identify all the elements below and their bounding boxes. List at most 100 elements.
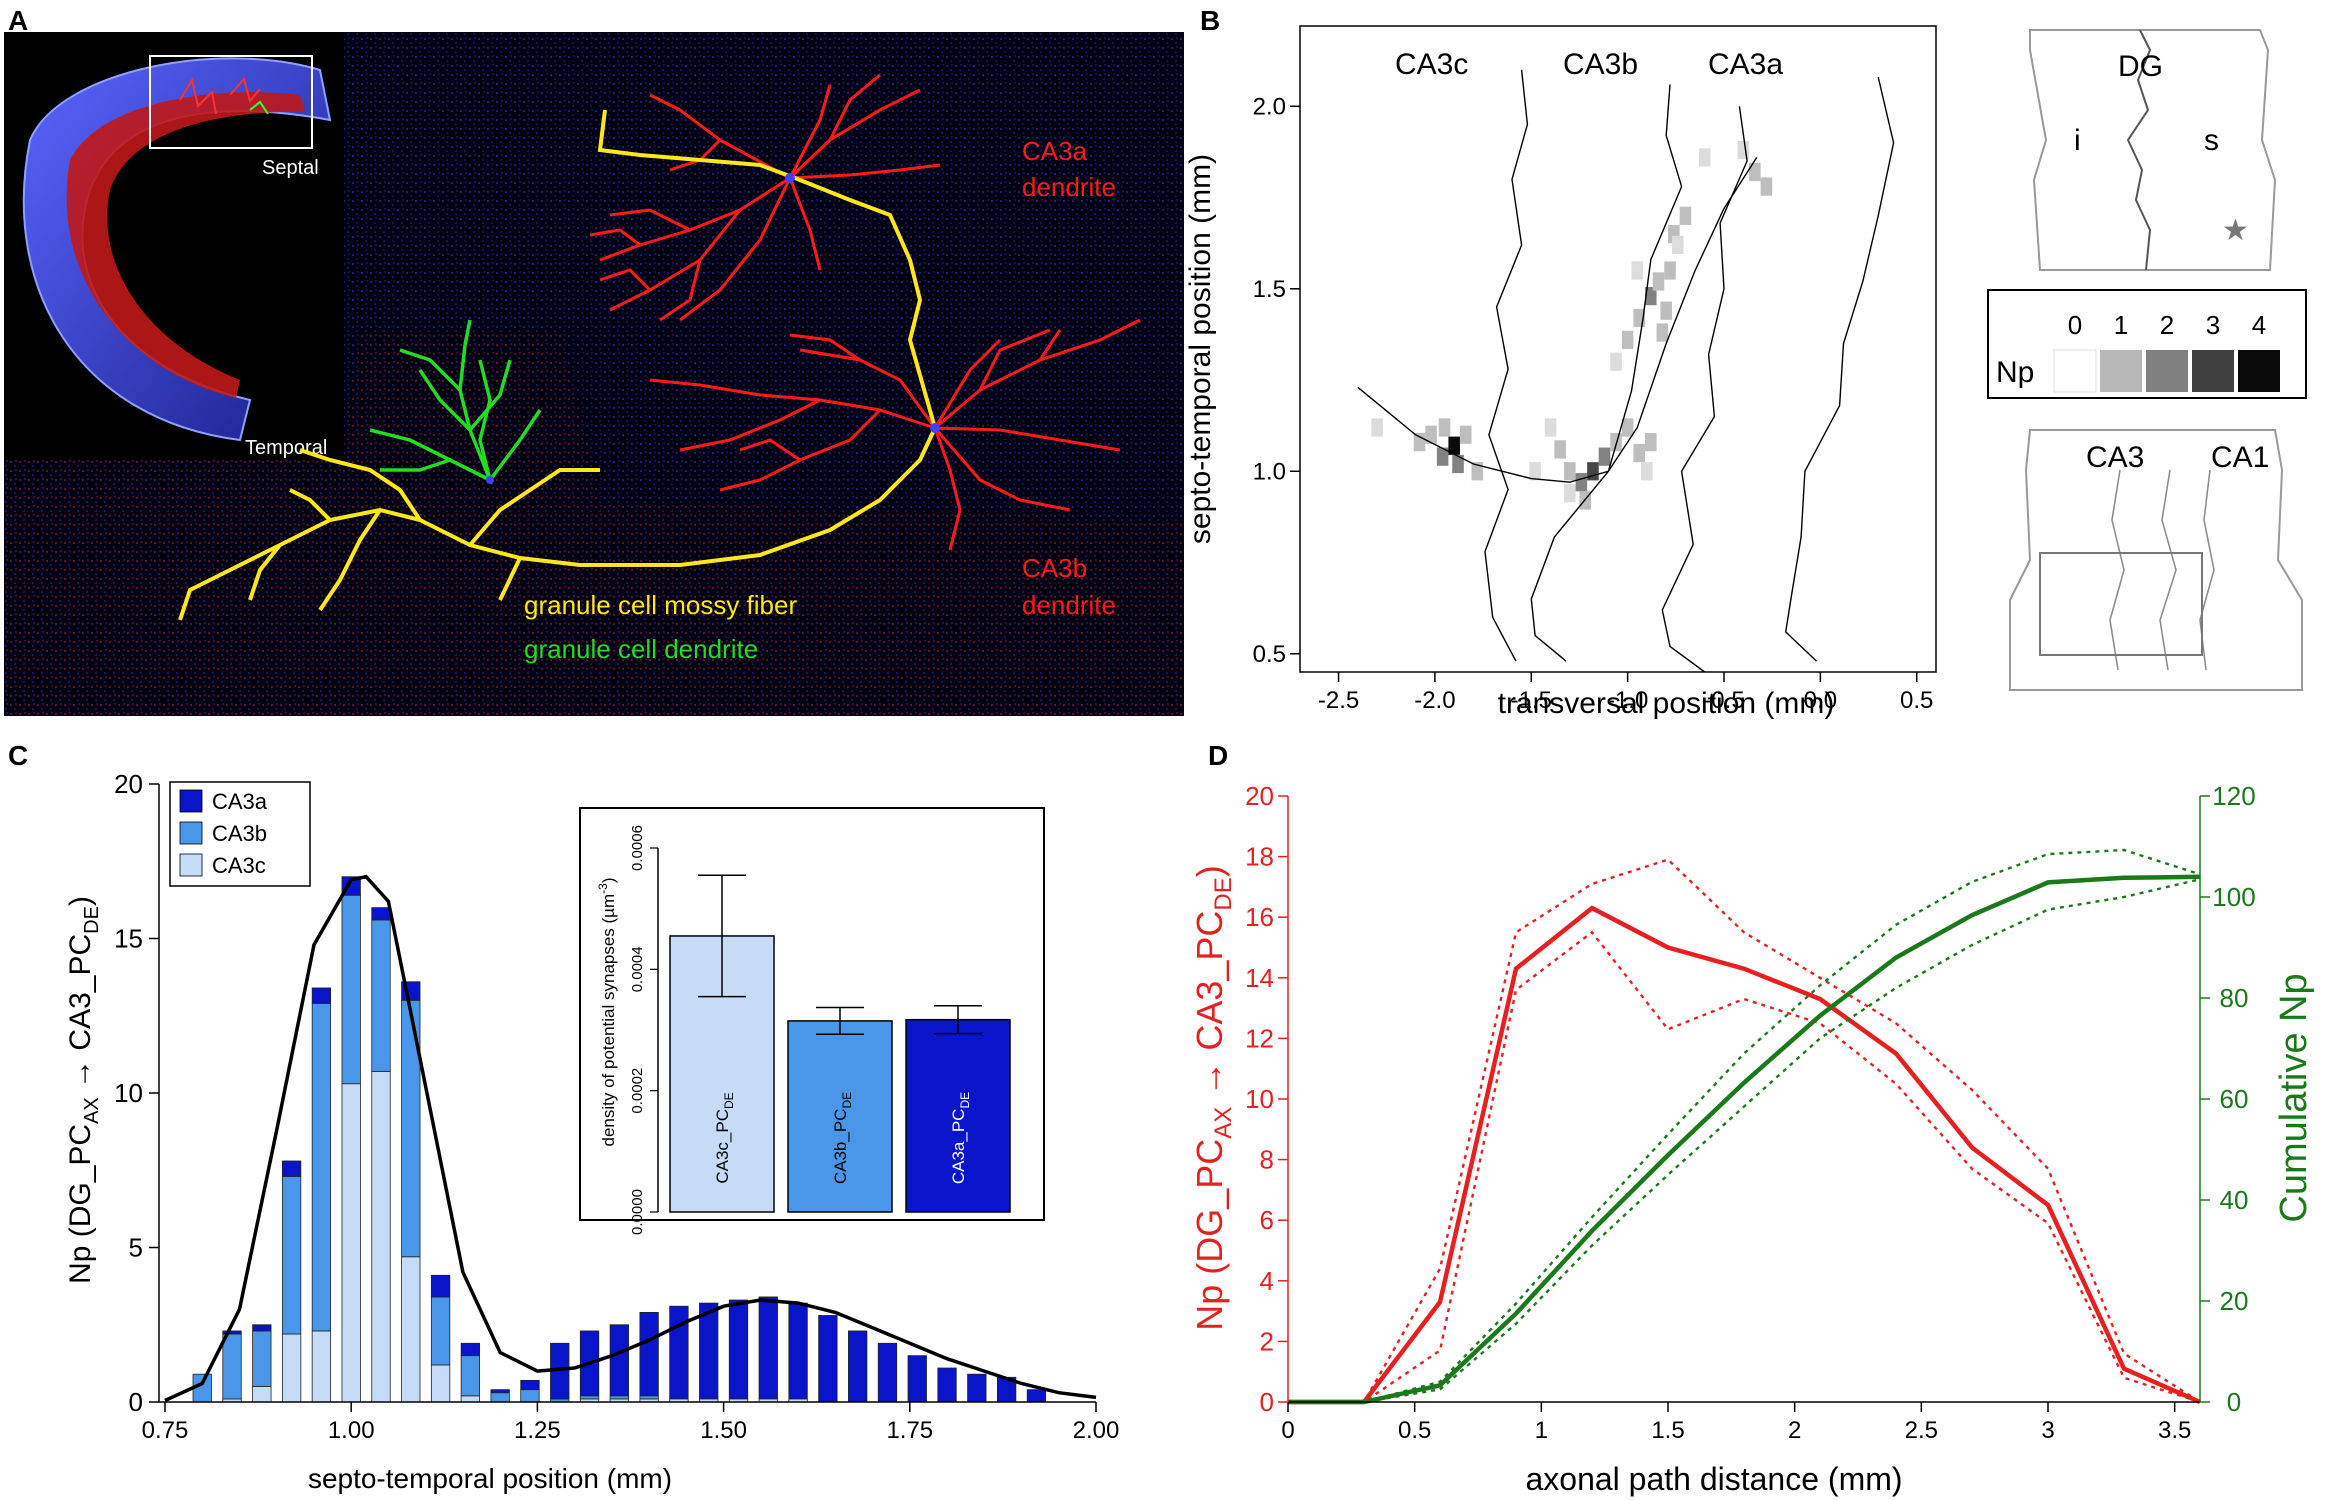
heatmap-axes: -2.5 -2.0 -1.5 -1.0 -0.5 0.0 0.5 0.5 1.0 1.5 2.0	[1253, 93, 1934, 714]
ca3a-dendrite	[589, 73, 941, 322]
inset-y-tick-2: 0.0004	[629, 946, 646, 992]
heatmap-cell-1	[1425, 425, 1437, 444]
heatmap-cell-32	[1679, 206, 1692, 225]
histogram-legend: CA3a CA3b CA3c	[169, 781, 311, 887]
line-left-tick-5: 10	[1245, 1084, 1274, 1114]
histogram-x-tick-5: 2.00	[1073, 1417, 1120, 1444]
bar-ca3a-2	[252, 1324, 272, 1332]
ca3b-dendrite-label-2: dendrite	[1022, 590, 1116, 620]
line-left-tick-6: 12	[1245, 1023, 1274, 1053]
heatmap-cell-29	[1664, 261, 1676, 280]
region-label-ca3b: CA3b	[1563, 48, 1638, 81]
heatmap-cell-20	[1644, 432, 1657, 452]
bar-ca3c-3	[281, 1333, 302, 1403]
bar-ca3a-15	[639, 1311, 659, 1397]
histogram-x-tick-3: 1.50	[700, 1417, 747, 1444]
ca1-label: CA1	[2211, 441, 2269, 474]
region-label-ca3a: CA3a	[1708, 48, 1783, 81]
bar-ca3a-9	[460, 1342, 481, 1357]
line-left-tick-0: 0	[1260, 1387, 1274, 1417]
septal-label: Septal	[262, 157, 319, 179]
heatmap-cell-14	[1598, 447, 1611, 466]
panel-letter-a: A	[8, 5, 28, 36]
inset-y-label: density of potential synapses (µm-3)	[596, 878, 618, 1147]
inset-bar-label-0: CA3c_PCDE	[713, 1092, 736, 1183]
heatmap-cell-30	[1656, 323, 1669, 342]
heatmap-cell-18	[1564, 484, 1576, 503]
colorbar-tick-0: 0	[2068, 310, 2082, 340]
region-boundary-3	[1784, 76, 1895, 662]
bar-ca3b-3	[281, 1176, 302, 1335]
colorbar-swatch-1	[2100, 350, 2142, 392]
bar-ca3b-5	[341, 894, 361, 1085]
legend-label-ca3c: CA3c	[212, 853, 266, 878]
line-x-label: axonal path distance (mm)	[1525, 1461, 1902, 1497]
series-5	[1288, 878, 2201, 1404]
colorbar-swatch-3	[2192, 350, 2234, 392]
inset-y-tick-0: 0.0000	[629, 1189, 646, 1235]
heatmap-plot-area	[1299, 25, 1937, 673]
legend-swatch-ca3c	[179, 853, 203, 877]
bar-ca3b-9	[460, 1355, 481, 1397]
histogram-y-tick-1: 5	[129, 1233, 143, 1263]
heatmap-cell-13	[1587, 462, 1599, 481]
heatmap-cell-9	[1544, 418, 1557, 437]
heatmap-y-label: septo-temporal position (mm)	[1184, 154, 1217, 544]
heatmap-x-tick-2: -1.5	[1511, 687, 1552, 714]
line-right-tick-0: 0	[2227, 1387, 2241, 1417]
bar-ca3a-6	[371, 907, 391, 921]
heatmap-cell-35	[1749, 162, 1761, 182]
colorbar-tick-3: 3	[2206, 310, 2220, 340]
gc-dendrite-label: granule cell dendrite	[524, 634, 758, 664]
colorbar-tick-2: 2	[2160, 310, 2174, 340]
heatmap-cell-26	[1644, 286, 1657, 306]
line-left-tick-9: 18	[1245, 842, 1274, 872]
colorbar-tick-4: 4	[2252, 310, 2266, 340]
heatmap-y-tick-0: 0.5	[1253, 641, 1286, 668]
line-right-tick-2: 40	[2220, 1185, 2249, 1215]
panel-c: C 0.75 1.00 1.25 1.50 1.75 2.00 0 5 10 15 20 septo…	[8, 740, 1119, 1494]
region-label-ca3c: CA3c	[1395, 48, 1468, 81]
bar-ca3b-2	[252, 1330, 272, 1387]
panel-d: D 0 0.5 1 1.5 2 2.5 3 3.5 0 2 4 6 8 10 12 14 16 18 20 0 20 40…	[1189, 740, 2315, 1497]
heatmap-y-tick-2: 1.5	[1253, 276, 1286, 303]
heatmap-x-tick-1: -2.0	[1414, 687, 1455, 714]
heatmap-cell-4	[1452, 454, 1464, 474]
bar-ca3a-24	[907, 1355, 927, 1403]
line-left-tick-3: 6	[1260, 1205, 1274, 1235]
heatmap-cell-16	[1621, 418, 1634, 437]
bar-ca3c-5	[341, 1083, 361, 1403]
bar-ca3a-3	[281, 1160, 302, 1177]
heatmap-y-tick-3: 2.0	[1253, 93, 1286, 120]
heatmap-cell-0	[1413, 432, 1426, 452]
bar-ca3b-14	[609, 1395, 629, 1400]
heatmap-x-tick-3: -1.0	[1607, 687, 1648, 714]
heatmap-cell-5	[1459, 425, 1472, 444]
bar-ca3c-4	[311, 1330, 332, 1403]
hippocampus-3d-inset	[4, 32, 344, 460]
histogram-x-tick-2: 1.25	[514, 1417, 561, 1444]
heatmap-y-tick-1: 1.0	[1253, 458, 1286, 485]
heatmap-cell-34	[1631, 261, 1644, 280]
region-boundary-2	[1661, 106, 1748, 673]
bar-ca3a-19	[758, 1296, 778, 1400]
colorbar-swatch-4	[2238, 350, 2280, 392]
line-x-tick-3: 1.5	[1651, 1417, 1684, 1444]
bar-ca3a-28	[1026, 1389, 1047, 1403]
line-x-tick-0: 0	[1281, 1417, 1294, 1444]
line-left-tick-4: 8	[1260, 1145, 1274, 1175]
bar-ca3a-14	[609, 1324, 629, 1397]
heatmap-x-tick-5: 0.0	[1804, 687, 1837, 714]
ca3a-dendrite-label-1: CA3a	[1022, 136, 1088, 166]
granule-cell-dendrite	[369, 319, 542, 482]
line-right-tick-6: 120	[2212, 781, 2255, 811]
series-0	[1288, 905, 2201, 1405]
histogram-x-label: septo-temporal position (mm)	[308, 1463, 672, 1494]
bar-ca3b-15	[639, 1395, 659, 1400]
bar-ca3c-6	[371, 1070, 391, 1403]
heatmap-cell-37	[1737, 140, 1750, 160]
heatmap-cell-31	[1668, 224, 1680, 244]
heatmap-cell-23	[1610, 352, 1622, 371]
line-left-tick-2: 4	[1260, 1266, 1274, 1296]
stacked-bars	[192, 876, 1047, 1403]
